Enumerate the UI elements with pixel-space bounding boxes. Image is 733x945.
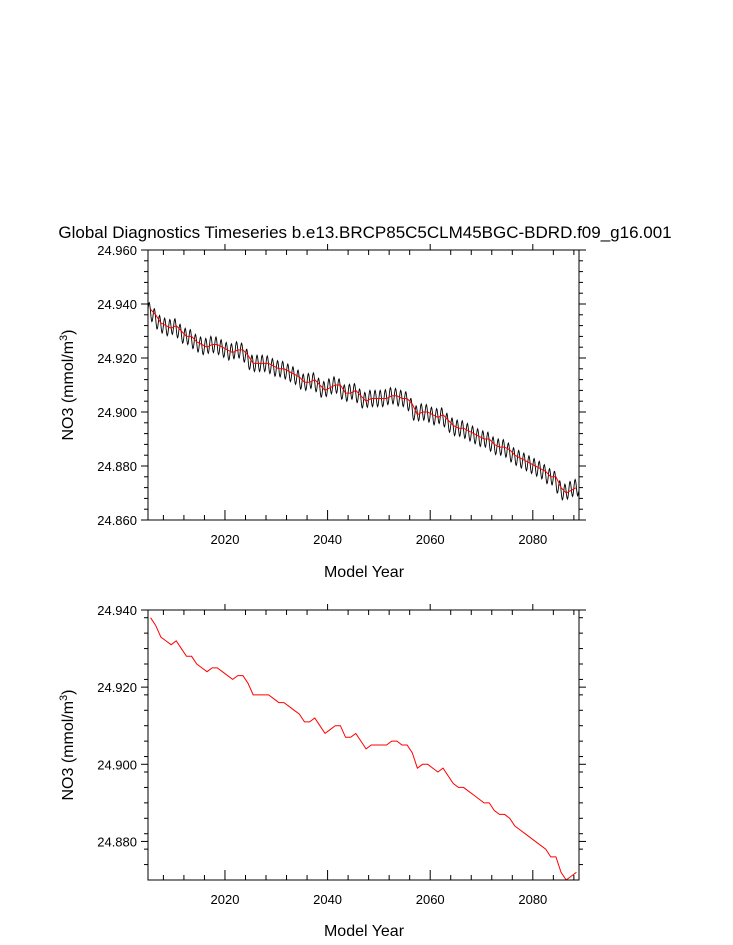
bottom-x-tick-labels: 2020 2040 2060 2080 — [211, 892, 548, 907]
chart-title: Global Diagnostics Timeseries b.e13.BRCP… — [58, 223, 671, 242]
top-x-tick-labels: 2020 2040 2060 2080 — [211, 532, 548, 547]
bottom-y-axis-title: NO3 (mmol/m3) — [58, 689, 77, 800]
x-tick-label: 2040 — [313, 892, 342, 907]
top-y-axis-title: NO3 (mmol/m3) — [58, 329, 77, 440]
y-tick-label: 24.920 — [97, 351, 137, 366]
y-tick-label: 24.920 — [97, 680, 137, 695]
top-plot-frame — [147, 249, 580, 521]
bottom-plot-frame — [147, 609, 580, 881]
x-tick-label: 2040 — [313, 532, 342, 547]
y-tick-label: 24.960 — [97, 243, 137, 258]
bottom-y-tick-labels: 24.880 24.900 24.920 24.940 — [97, 603, 137, 849]
bottom-x-axis-title: Model Year — [324, 923, 405, 940]
x-tick-label: 2020 — [211, 532, 240, 547]
x-tick-label: 2080 — [518, 532, 547, 547]
y-tick-label: 24.860 — [97, 513, 137, 528]
monthly-series-line — [148, 301, 579, 501]
x-tick-label: 2080 — [518, 892, 547, 907]
top-x-axis-title: Model Year — [324, 564, 405, 581]
annual-series-line — [150, 617, 577, 880]
top-axis-ticks — [141, 244, 586, 521]
y-tick-label: 24.940 — [97, 297, 137, 312]
bottom-panel: 2020 2040 2060 2080 24.880 24.900 24.920 24.94… — [58, 603, 586, 940]
y-tick-label: 24.900 — [97, 405, 137, 420]
y-tick-label: 24.880 — [97, 459, 137, 474]
top-series-group — [148, 301, 579, 501]
top-panel: Global Diagnostics Timeseries b.e13.BRCP… — [58, 223, 672, 581]
bottom-series-group — [150, 617, 577, 880]
annual-series-line — [150, 309, 577, 494]
y-tick-label: 24.940 — [97, 603, 137, 618]
y-tick-label: 24.900 — [97, 757, 137, 772]
x-tick-label: 2060 — [416, 892, 445, 907]
top-y-tick-labels: 24.860 24.880 24.900 24.920 24.940 24.960 — [97, 243, 137, 528]
y-tick-label: 24.880 — [97, 834, 137, 849]
bottom-axis-ticks — [141, 604, 586, 880]
x-tick-label: 2060 — [416, 532, 445, 547]
x-tick-label: 2020 — [211, 892, 240, 907]
